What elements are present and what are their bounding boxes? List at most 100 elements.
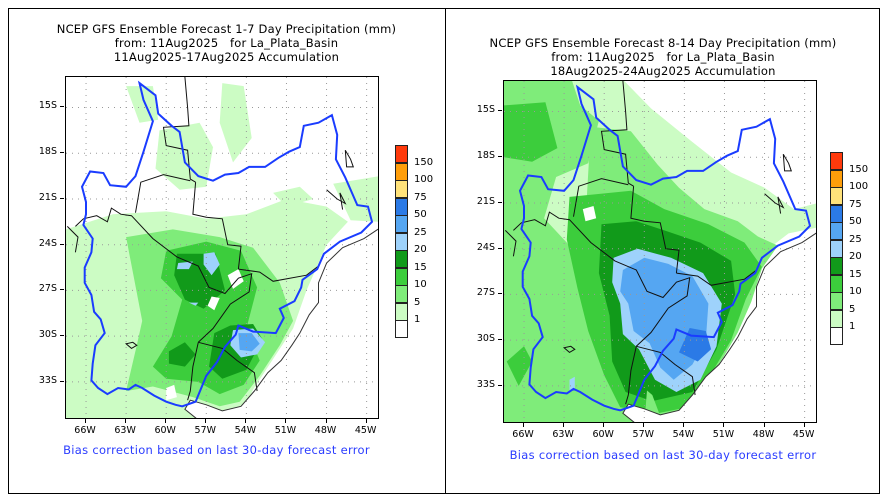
colorbar-swatch [830,169,843,188]
lon-tick-label: 45W [354,425,377,436]
colorbar-swatch [395,162,408,181]
lon-tick-label: 45W [792,429,815,440]
country-border [504,230,517,257]
colorbar-label: 15 [414,261,427,273]
colorbar-swatch [395,285,408,303]
country-border [625,346,637,405]
colorbar-swatch [830,274,843,293]
lon-tick-label: 54W [672,429,695,440]
colorbar-swatch [395,145,408,163]
lon-tick-label: 60W [154,425,176,436]
lat-tick-label: 24S [476,241,495,253]
precip-region [203,252,220,276]
lon-tick [365,419,367,423]
colorbar-label: 50 [849,216,862,227]
colorbar-label: 150 [849,163,869,175]
colorbar-swatch [830,204,843,223]
lon-tick-label: 54W [234,425,257,436]
panel-title-line-1: NCEP GFS Ensemble Forecast 8-14 Day Prec… [489,36,837,50]
precip-region [207,296,220,311]
lat-tick [60,335,64,337]
lon-tick [723,423,725,427]
lat-tick-label: 18S [476,150,495,162]
precip-region [166,384,177,401]
reservoir-outline [344,149,355,168]
lon-tick [125,419,127,423]
lat-tick-label: 27S [38,283,57,295]
colorbar-swatch [830,257,843,275]
country-border [600,81,634,187]
panel-title-line-1: NCEP GFS Ensemble Forecast 1-7 Day Preci… [56,22,397,36]
colorbar-swatch [395,232,408,251]
colorbar-swatch [395,215,408,233]
lon-tick [803,423,805,427]
lon-tick-label: 48W [752,429,775,440]
precip-region [219,83,252,163]
basin-boundary [80,80,374,408]
country-border [192,182,242,270]
lat-tick [498,156,502,158]
reservoir-outline [326,189,347,210]
lat-tick-label: 33S [38,374,57,386]
colorbar-swatch [830,187,843,205]
precip-region [168,342,196,367]
precip-region [504,102,558,162]
colorbar-label: 50 [414,209,427,220]
colorbar-swatch [395,250,408,268]
colorbar-label: 1 [849,321,856,332]
colorbar-swatch [830,222,843,240]
precip-map-week2 [504,81,816,422]
lon-tick [563,423,565,427]
colorbar-label: 75 [849,198,862,210]
colorbar-swatch [395,267,408,286]
reservoir-outline [764,193,785,214]
lat-tick-label: 33S [476,378,495,390]
coastline [184,228,378,418]
colorbar-label: 100 [414,174,434,185]
country-border [75,207,253,343]
lon-tick-label: 57W [632,429,655,440]
coastline [622,232,816,422]
lon-tick [603,423,605,427]
lat-tick-label: 18S [38,146,57,158]
lon-tick [643,423,645,427]
colorbar-label: 5 [414,296,421,308]
reservoir-outline [782,153,793,172]
lat-tick-label: 30S [38,329,57,341]
colorbar-swatch [830,239,843,258]
country-border [66,226,79,253]
panel-title-line-3: 18Aug2025-24Aug2025 Accumulation [550,64,776,78]
lat-tick [60,380,64,382]
ocean [622,233,816,422]
lon-tick-label: 63W [114,425,136,436]
lat-tick [60,197,64,199]
lat-tick-label: 30S [476,333,495,345]
colorbar-label: 150 [414,156,434,168]
lon-tick-label: 57W [194,425,217,436]
colorbar-label: 20 [849,251,862,262]
lat-tick [498,110,502,112]
panel-week2: NCEP GFS Ensemble Forecast 8-14 Day Prec… [446,8,880,494]
precip-region [176,261,193,270]
precip-region [582,206,597,222]
precip-region [238,333,260,352]
lon-tick-label: 66W [512,429,534,440]
colorbar-label: 25 [849,233,862,245]
country-border [187,342,199,401]
graticule [66,77,378,418]
lon-tick [763,423,765,427]
basin-boundary [518,84,812,412]
lat-tick-label: 15S [476,104,495,116]
country-border [573,178,629,217]
lat-tick [498,384,502,386]
lat-tick-label: 21S [38,191,57,203]
lon-tick [85,419,87,423]
colorbar-label: 1 [414,314,421,325]
colorbar-label: 5 [849,303,856,315]
ocean [184,229,378,418]
lon-tick-label: 63W [552,429,574,440]
bias-correction-note: Bias correction based on last 30-day for… [509,448,817,462]
country-border [198,341,258,392]
map-plot-week2 [503,80,817,423]
graticule [504,81,816,422]
